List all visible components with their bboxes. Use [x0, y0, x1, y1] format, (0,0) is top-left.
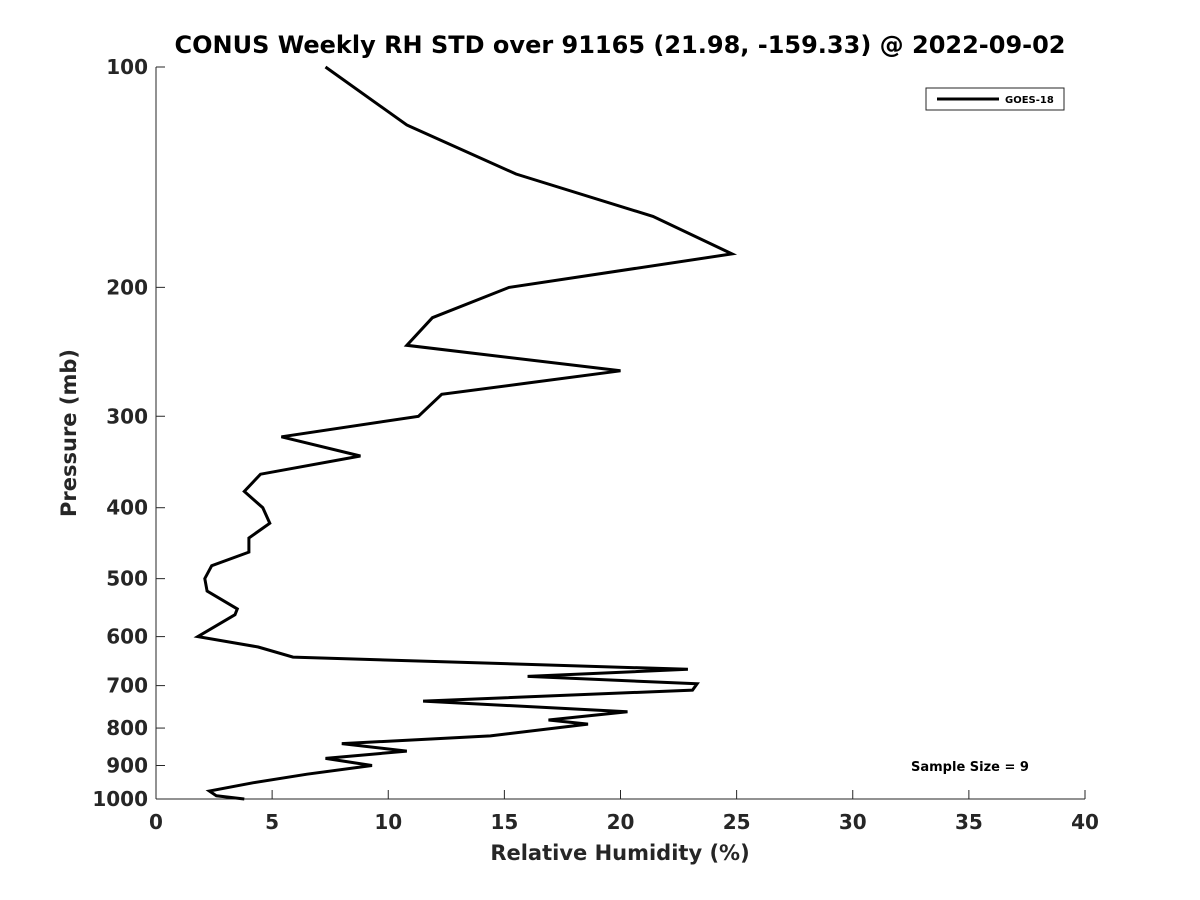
plot-area: 0 5 10 15 20 25 30 35 40 100 200 300 400 500 600 700 800…: [92, 55, 1099, 834]
x-tick-label: 40: [1071, 810, 1099, 834]
y-tick-label: 700: [106, 674, 148, 698]
y-tick-label: 300: [106, 404, 148, 428]
y-tick-label: 900: [106, 754, 148, 778]
y-tick-label: 800: [106, 716, 148, 740]
legend-label-goes-18: GOES-18: [1005, 95, 1054, 106]
y-axis-label: Pressure (mb): [57, 349, 81, 517]
x-tick-label: 25: [723, 810, 751, 834]
y-tick-label: 100: [106, 55, 148, 79]
x-tick-label: 10: [374, 810, 402, 834]
x-tick-label: 35: [955, 810, 983, 834]
chart-title: CONUS Weekly RH STD over 91165 (21.98, -…: [174, 31, 1065, 59]
x-tick-label: 20: [607, 810, 635, 834]
x-tick-label: 5: [265, 810, 279, 834]
y-tick-label: 1000: [92, 787, 148, 811]
x-tick-label: 15: [490, 810, 518, 834]
y-tick-label: 600: [106, 625, 148, 649]
sample-size-annotation: Sample Size = 9: [911, 760, 1029, 775]
legend: GOES-18: [925, 87, 1065, 111]
y-tick-label: 500: [106, 567, 148, 591]
x-tick-label: 0: [149, 810, 163, 834]
x-tick-label: 30: [839, 810, 867, 834]
y-tick-label: 200: [106, 275, 148, 299]
y-tick-label: 400: [106, 496, 148, 520]
x-axis-label: Relative Humidity (%): [490, 841, 749, 865]
series-line-goes-18: [193, 65, 738, 801]
